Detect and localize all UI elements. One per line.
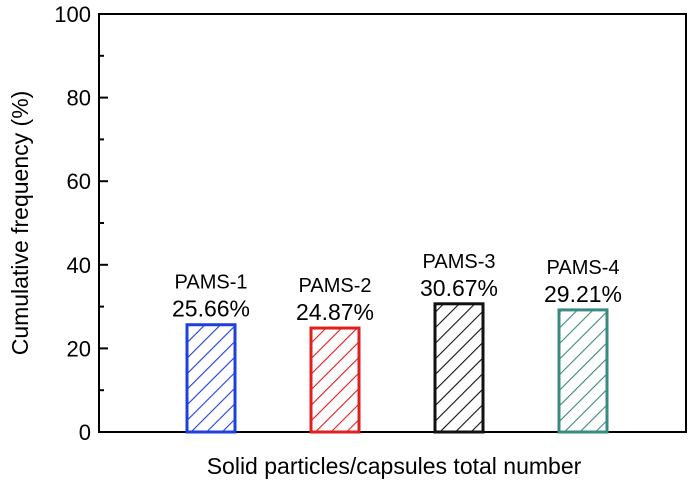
bar-category-label: PAMS-2 [299, 275, 372, 297]
bar-value-label: 30.67% [420, 275, 498, 301]
bar-labels: 25.66%PAMS-1 24.87%PAMS-2 30.67%PAMS-3 29.2… [172, 251, 622, 325]
bar-pams-2 [309, 326, 361, 434]
y-tick-label: 0 [79, 420, 91, 445]
bar-value-label: 29.21% [544, 281, 622, 307]
bar-category-label: PAMS-4 [547, 257, 620, 279]
y-tick-label: 100 [54, 2, 91, 27]
bar-pams-3 [433, 302, 485, 434]
y-tick-label: 60 [67, 169, 91, 194]
bar-value-label: 24.87% [296, 299, 374, 325]
bar-pams-1 [185, 323, 237, 434]
bar-value-label: 25.66% [172, 296, 250, 322]
y-tick-label: 80 [67, 86, 91, 111]
y-axis-ticks: 0 20 40 60 80 100 [54, 2, 108, 445]
y-tick-label: 20 [67, 336, 91, 361]
bar-category-label: PAMS-1 [175, 272, 248, 294]
bars [185, 302, 609, 434]
bar-pams-4 [557, 308, 609, 434]
bar-category-label: PAMS-3 [423, 251, 496, 273]
y-tick-label: 40 [67, 253, 91, 278]
x-axis-label: Solid particles/capsules total number [207, 453, 582, 479]
y-axis-label: Cumulative frequency (%) [7, 91, 33, 356]
